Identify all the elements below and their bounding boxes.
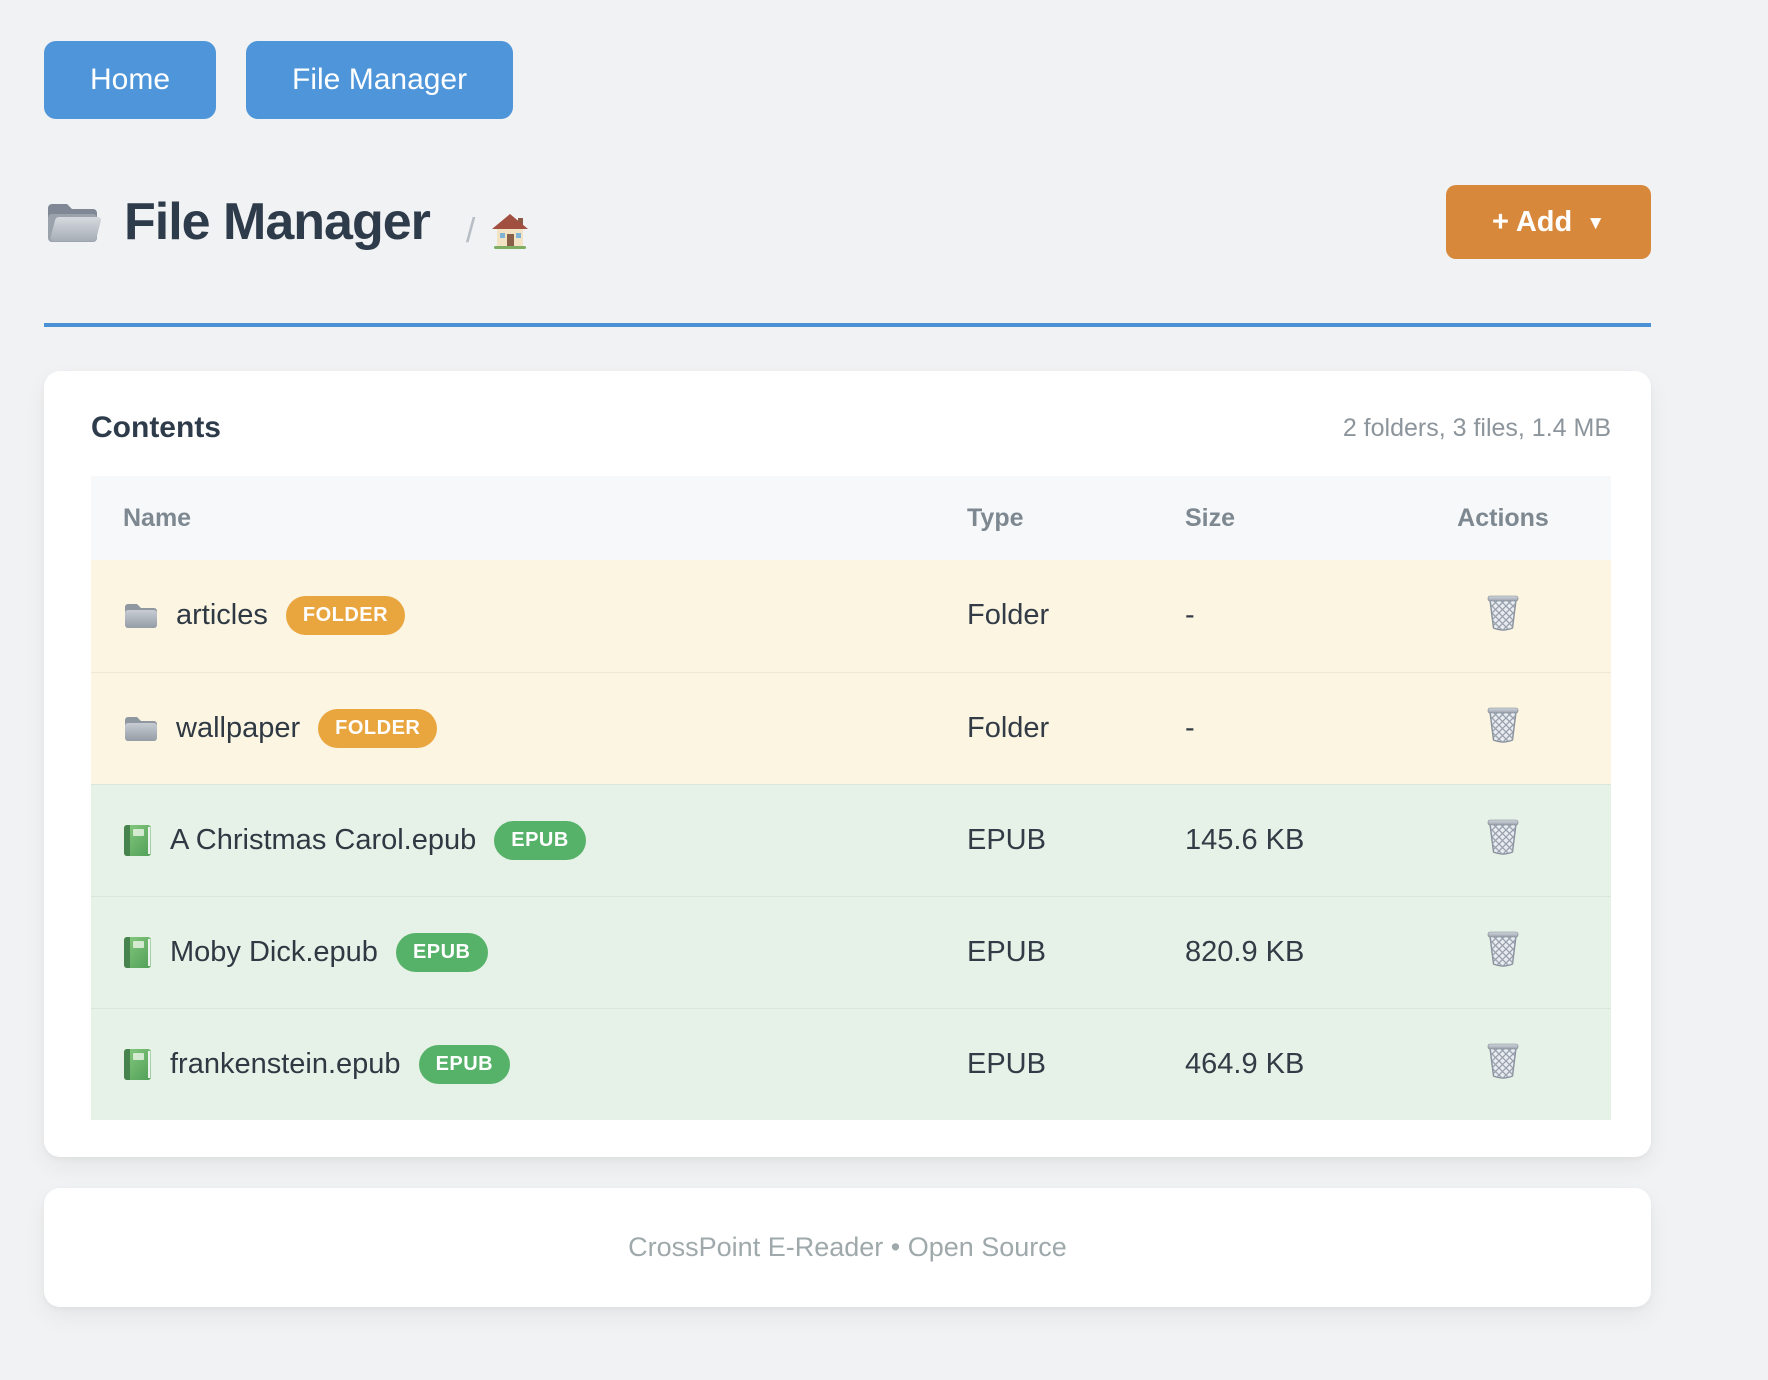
item-name-link[interactable]: Moby Dick.epub: [170, 935, 378, 968]
table-row: frankenstein.epub EPUB EPUB 464.9 KB: [91, 1007, 1611, 1120]
breadcrumb: /: [466, 212, 529, 251]
trash-icon: [1485, 819, 1521, 859]
name-cell: A Christmas Carol.epub EPUB: [91, 783, 935, 896]
item-name-link[interactable]: wallpaper: [176, 711, 301, 744]
title-divider: [44, 323, 1651, 327]
green-book-icon: [123, 824, 152, 857]
footer-text: CrossPoint E-Reader • Open Source: [628, 1232, 1067, 1262]
type-cell: Folder: [967, 599, 1050, 632]
column-header-type: Type: [935, 476, 1153, 560]
green-book-icon: [123, 936, 152, 969]
contents-card-header: Contents 2 folders, 3 files, 1.4 MB: [91, 405, 1611, 451]
contents-card: Contents 2 folders, 3 files, 1.4 MB Name…: [44, 371, 1651, 1157]
folder-icon: [123, 714, 158, 743]
file-manager-page: Home File Manager File Manager /: [44, 0, 1651, 1307]
size-cell: 820.9 KB: [1153, 895, 1395, 1008]
house-icon[interactable]: [491, 213, 529, 249]
delete-button[interactable]: [1485, 704, 1521, 744]
contents-heading: Contents: [91, 411, 221, 444]
column-header-actions: Actions: [1395, 476, 1611, 560]
caret-down-icon: ▼: [1586, 212, 1606, 234]
epub-badge: EPUB: [418, 1044, 511, 1084]
table-header-row: Name Type Size Actions: [91, 476, 1611, 560]
size-cell: -: [1153, 671, 1395, 784]
epub-badge: EPUB: [395, 932, 488, 972]
trash-icon: [1485, 595, 1521, 635]
open-folder-icon: [44, 198, 102, 246]
file-manager-button[interactable]: File Manager: [246, 41, 514, 119]
size-cell: 464.9 KB: [1153, 1007, 1395, 1120]
table-row: Moby Dick.epub EPUB EPUB 820.9 KB: [91, 895, 1611, 1008]
delete-button[interactable]: [1485, 928, 1521, 968]
contents-summary: 2 folders, 3 files, 1.4 MB: [1342, 413, 1611, 442]
item-name-link[interactable]: A Christmas Carol.epub: [170, 823, 477, 856]
home-button[interactable]: Home: [44, 41, 217, 119]
delete-button[interactable]: [1485, 1040, 1521, 1080]
footer-card: CrossPoint E-Reader • Open Source: [44, 1188, 1651, 1307]
name-cell: frankenstein.epub EPUB: [91, 1007, 935, 1120]
type-cell: EPUB: [935, 783, 1153, 896]
table-row: wallpaper FOLDER Folder -: [91, 671, 1611, 784]
item-name-link[interactable]: articles: [176, 599, 268, 632]
size-cell: -: [1185, 599, 1195, 632]
type-cell: EPUB: [935, 895, 1153, 1008]
folder-icon: [123, 601, 158, 630]
top-nav: Home File Manager: [44, 41, 1651, 119]
green-book-icon: [123, 1048, 152, 1081]
trash-icon: [1485, 707, 1521, 747]
files-table: Name Type Size Actions: [91, 476, 1611, 1120]
name-cell: wallpaper FOLDER: [91, 671, 935, 784]
type-cell: EPUB: [935, 1007, 1153, 1120]
column-header-size: Size: [1153, 476, 1395, 560]
delete-button[interactable]: [1485, 592, 1521, 632]
folder-badge: FOLDER: [285, 596, 406, 636]
page-header: File Manager / + Add ▼: [44, 179, 1651, 265]
column-header-name: Name: [91, 476, 935, 560]
table-row: articles FOLDER Folder -: [91, 560, 1611, 672]
add-button-label: + Add: [1491, 205, 1573, 238]
item-name-link[interactable]: frankenstein.epub: [170, 1047, 401, 1080]
table-row: A Christmas Carol.epub EPUB EPUB 145.6 K…: [91, 783, 1611, 896]
breadcrumb-separator: /: [465, 211, 476, 250]
folder-badge: FOLDER: [318, 708, 438, 748]
delete-button[interactable]: [1485, 816, 1521, 856]
size-cell: 145.6 KB: [1153, 783, 1395, 896]
trash-icon: [1485, 931, 1521, 971]
name-cell: Moby Dick.epub EPUB: [91, 895, 935, 1008]
name-cell: articles FOLDER: [91, 560, 935, 672]
trash-icon: [1485, 1043, 1521, 1083]
epub-badge: EPUB: [494, 820, 586, 860]
add-button[interactable]: + Add ▼: [1446, 185, 1651, 259]
page-title: File Manager: [124, 193, 431, 251]
type-cell: Folder: [935, 671, 1153, 784]
